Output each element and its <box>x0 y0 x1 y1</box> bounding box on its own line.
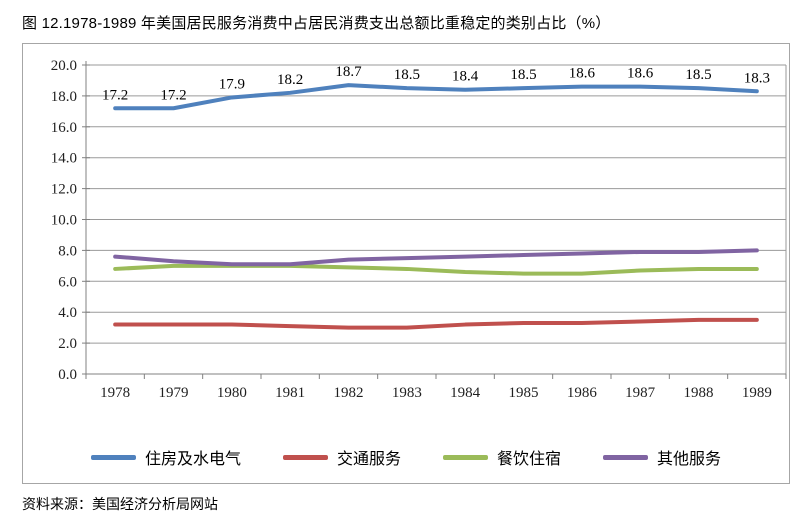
legend-label: 住房及水电气 <box>144 451 241 468</box>
legend-label: 交通服务 <box>336 451 401 468</box>
x-tick-label: 1978 <box>100 385 130 401</box>
y-tick-label: 12.0 <box>51 182 77 198</box>
legend-item: 餐饮住宿 <box>443 445 561 469</box>
y-tick-label: 6.0 <box>58 274 77 290</box>
y-tick-label: 20.0 <box>51 58 77 74</box>
x-tick-label: 1982 <box>334 385 364 401</box>
series-line-住房及水电气 <box>113 83 759 111</box>
data-label: 18.3 <box>744 70 770 86</box>
series-line-餐饮住宿 <box>113 263 759 276</box>
y-tick-label: 2.0 <box>58 336 77 352</box>
legend-line-swatch <box>282 454 328 460</box>
chart-legend: 住房及水电气 交通服务 餐饮住宿 其他服务 <box>23 444 789 470</box>
data-label: 18.2 <box>277 72 303 88</box>
data-label: 18.5 <box>685 67 711 83</box>
data-label: 18.5 <box>510 67 536 83</box>
legend-label: 餐饮住宿 <box>497 451 562 468</box>
x-tick-label: 1983 <box>392 385 422 401</box>
legend-item: 住房及水电气 <box>90 445 241 469</box>
chart-title: 图 12.1978-1989 年美国居民服务消费中占居民消费支出总额比重稳定的类… <box>22 15 611 32</box>
line-chart-plot: 0.0 2.0 4.0 6.0 8.0 10.0 12.0 14.0 16.0 18.0 20.0 1… <box>51 58 787 401</box>
y-tick-label: 0.0 <box>58 367 77 383</box>
x-tick-label: 1989 <box>742 385 772 401</box>
x-tick-label: 1986 <box>567 385 598 401</box>
data-label: 18.6 <box>627 66 654 82</box>
chart-frame: 0.0 2.0 4.0 6.0 8.0 10.0 12.0 14.0 16.0 18.0 20.0 1… <box>22 43 790 484</box>
y-tick-label: 18.0 <box>51 89 77 105</box>
series-line-其他服务 <box>113 248 759 267</box>
x-tick-label: 1980 <box>217 385 247 401</box>
y-tick-label: 8.0 <box>58 243 77 259</box>
x-tick-label: 1984 <box>450 385 481 401</box>
x-tick-label: 1981 <box>275 385 305 401</box>
y-tick-label: 10.0 <box>51 213 77 229</box>
legend-label: 其他服务 <box>657 451 722 468</box>
y-tick-label: 16.0 <box>51 120 77 136</box>
x-tick-label: 1979 <box>159 385 189 401</box>
x-tick-label: 1987 <box>625 385 656 401</box>
source-note: 资料来源：美国经济分析局网站 <box>22 496 218 512</box>
x-tick-label: 1988 <box>684 385 714 401</box>
data-label: 17.2 <box>102 87 128 103</box>
legend-item: 其他服务 <box>603 445 721 469</box>
y-tick-label: 4.0 <box>58 305 77 321</box>
data-label: 17.9 <box>219 76 245 92</box>
legend-item: 交通服务 <box>282 445 401 469</box>
data-label: 18.4 <box>452 69 479 85</box>
x-tick-label: 1985 <box>509 385 539 401</box>
series-line-交通服务 <box>113 317 759 330</box>
legend-line-swatch <box>90 454 136 460</box>
legend-line-swatch <box>603 454 649 460</box>
data-label: 18.7 <box>335 64 362 80</box>
data-label: 18.6 <box>569 66 596 82</box>
legend-line-swatch <box>443 454 488 460</box>
data-label: 17.2 <box>160 87 186 103</box>
y-tick-label: 14.0 <box>51 151 77 167</box>
data-label: 18.5 <box>394 67 420 83</box>
